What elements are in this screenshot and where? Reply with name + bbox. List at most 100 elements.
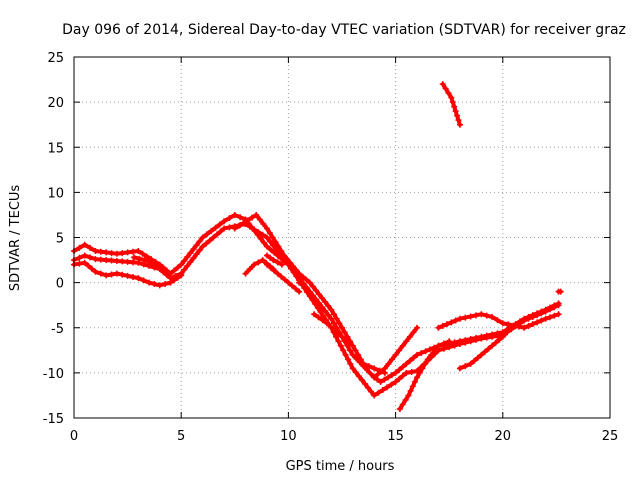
data-point xyxy=(538,317,545,324)
data-point xyxy=(357,356,364,363)
data-point xyxy=(444,321,451,328)
data-point xyxy=(271,267,278,274)
data-point xyxy=(418,350,425,357)
data-point xyxy=(452,108,459,115)
series-track-4 xyxy=(131,254,168,273)
data-point xyxy=(203,240,210,247)
data-point xyxy=(431,347,438,354)
data-point xyxy=(325,311,332,318)
data-point xyxy=(260,220,267,227)
data-point xyxy=(408,368,415,375)
data-point xyxy=(213,231,220,238)
data-point xyxy=(140,261,147,268)
data-point xyxy=(255,259,262,266)
data-point xyxy=(322,298,329,305)
data-point xyxy=(103,257,110,264)
data-point xyxy=(146,279,153,286)
data-point xyxy=(281,276,288,283)
data-point xyxy=(263,234,270,241)
data-point xyxy=(489,313,496,320)
data-point xyxy=(113,270,120,277)
data-point xyxy=(206,237,213,244)
data-point xyxy=(499,333,506,340)
data-point xyxy=(428,351,435,358)
data-point xyxy=(374,371,381,378)
data-point xyxy=(508,326,515,333)
data-point xyxy=(347,360,354,367)
data-point xyxy=(212,224,219,231)
data-point xyxy=(435,324,442,331)
data-point xyxy=(525,322,532,329)
data-point xyxy=(203,231,210,238)
data-point xyxy=(538,310,545,317)
data-point xyxy=(193,251,200,258)
data-point xyxy=(542,315,549,322)
data-point xyxy=(327,323,334,330)
ticks xyxy=(73,56,611,419)
x-tick-label: 0 xyxy=(70,429,78,444)
data-point xyxy=(325,302,332,309)
data-point xyxy=(103,272,110,279)
series-track-14 xyxy=(435,311,562,331)
data-point xyxy=(108,271,115,278)
data-point xyxy=(414,351,421,358)
series-track-10 xyxy=(311,311,356,349)
data-point xyxy=(355,351,362,358)
data-point xyxy=(303,276,310,283)
data-point xyxy=(534,319,541,326)
data-point xyxy=(221,225,228,232)
data-point xyxy=(344,356,351,363)
data-point xyxy=(439,81,446,88)
data-point xyxy=(181,266,188,273)
data-point xyxy=(355,373,362,380)
data-point xyxy=(454,112,461,119)
data-point xyxy=(451,103,458,110)
data-point xyxy=(240,220,247,227)
data-point xyxy=(167,279,174,286)
data-point xyxy=(236,222,243,229)
data-point xyxy=(322,307,329,314)
data-point xyxy=(349,365,356,372)
data-point xyxy=(281,252,288,259)
data-point xyxy=(352,347,359,354)
data-point xyxy=(315,314,322,321)
data-point xyxy=(534,312,541,319)
data-point xyxy=(481,348,488,355)
data-point xyxy=(76,244,83,251)
series-track-7 xyxy=(263,252,285,268)
data-point xyxy=(478,351,485,358)
data-point xyxy=(316,291,323,298)
data-point xyxy=(290,263,297,270)
data-point xyxy=(88,265,95,272)
data-point xyxy=(287,259,294,266)
data-point xyxy=(384,384,391,391)
data-point xyxy=(251,261,258,268)
data-point xyxy=(371,374,378,381)
data-point xyxy=(171,267,178,274)
data-point xyxy=(456,121,463,128)
data-point xyxy=(335,330,342,337)
data-point xyxy=(178,261,185,268)
data-point xyxy=(424,356,431,363)
data-point xyxy=(92,268,99,275)
data-point xyxy=(284,256,291,263)
x-tick-label: 5 xyxy=(177,429,185,444)
data-point xyxy=(278,273,285,280)
data-point xyxy=(244,217,251,224)
data-point xyxy=(187,258,194,265)
data-point xyxy=(226,224,233,231)
data-point xyxy=(237,214,244,221)
data-point xyxy=(231,211,238,218)
data-point xyxy=(335,338,342,345)
y-axis-label: SDTVAR / TECUs xyxy=(8,185,23,292)
data-point xyxy=(161,266,168,273)
data-point xyxy=(349,342,356,349)
data-point xyxy=(371,392,378,399)
data-point xyxy=(426,346,433,353)
series-line xyxy=(264,262,302,294)
series-line xyxy=(72,221,561,398)
data-point xyxy=(456,365,463,372)
data-point xyxy=(414,374,421,381)
data-point xyxy=(187,249,194,256)
series-track-16 xyxy=(555,288,564,295)
